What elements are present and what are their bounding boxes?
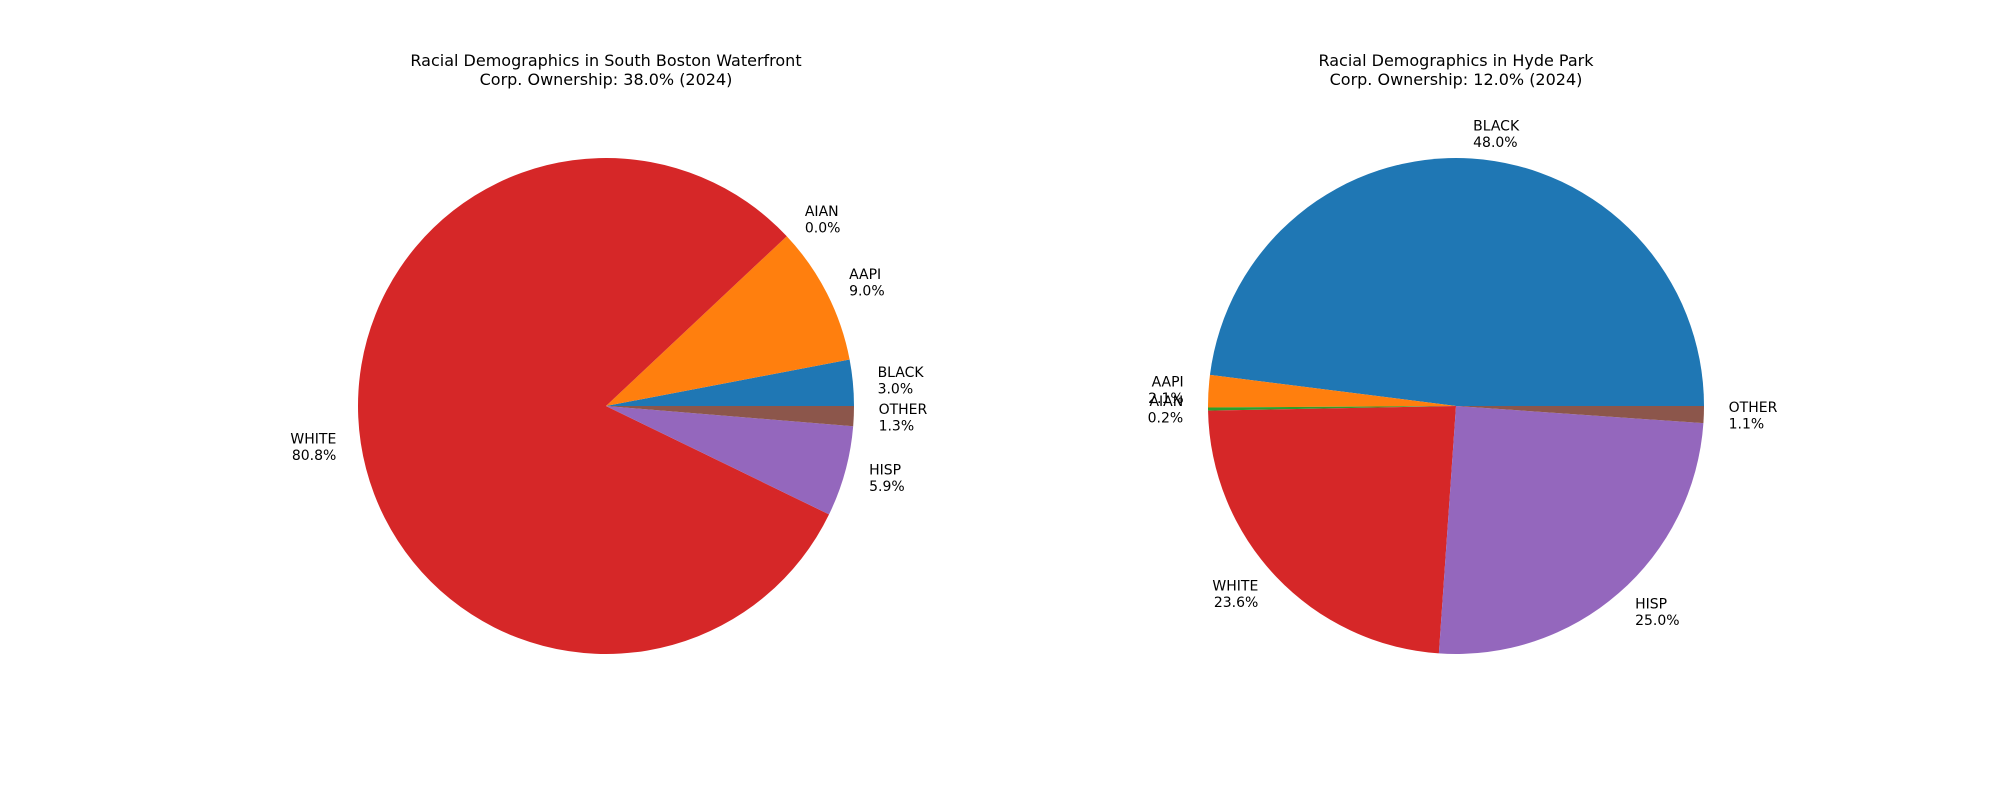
pie-slice-other (606, 406, 854, 427)
pie-slice-white (357, 157, 830, 654)
pie-slice-other (1456, 406, 1704, 424)
slice-label-hisp: HISP 25.0% (1635, 597, 1679, 630)
slice-label-aian: AIAN 0.0% (805, 204, 841, 237)
slice-label-white: WHITE 23.6% (1212, 579, 1258, 612)
slice-label-white: WHITE 80.8% (290, 432, 336, 465)
pie-slice-white (1208, 406, 1456, 654)
pie-slice-aian (1208, 406, 1456, 411)
pie-chart-south-boston-waterfront: Racial Demographics in South Boston Wate… (290, 51, 928, 654)
slice-label-other: OTHER 1.3% (879, 402, 928, 435)
slice-label-other: OTHER 1.1% (1729, 400, 1778, 433)
pie-chart-hyde-park: Racial Demographics in Hyde Park Corp. Ow… (1148, 51, 1778, 655)
slice-label-aian: AIAN 0.2% (1148, 394, 1184, 427)
slice-label-black: BLACK 3.0% (878, 365, 925, 398)
slice-label-hisp: HISP 5.9% (869, 463, 905, 496)
chart-title: Racial Demographics in Hyde Park Corp. Ow… (1318, 51, 1594, 89)
chart-title: Racial Demographics in South Boston Wate… (410, 51, 801, 89)
pie-slice-black (606, 359, 854, 406)
slice-label-aapi: AAPI 9.0% (849, 267, 885, 300)
pie-slice-black (1209, 158, 1704, 406)
pie-slice-aapi (606, 236, 850, 406)
pie-slice-hisp (606, 406, 854, 515)
slice-label-black: BLACK 48.0% (1473, 118, 1520, 151)
pie-slice-hisp (1438, 406, 1704, 655)
slice-label-aapi: AAPI 2.1% (1148, 374, 1184, 407)
pie-slice-aapi (1207, 374, 1456, 408)
